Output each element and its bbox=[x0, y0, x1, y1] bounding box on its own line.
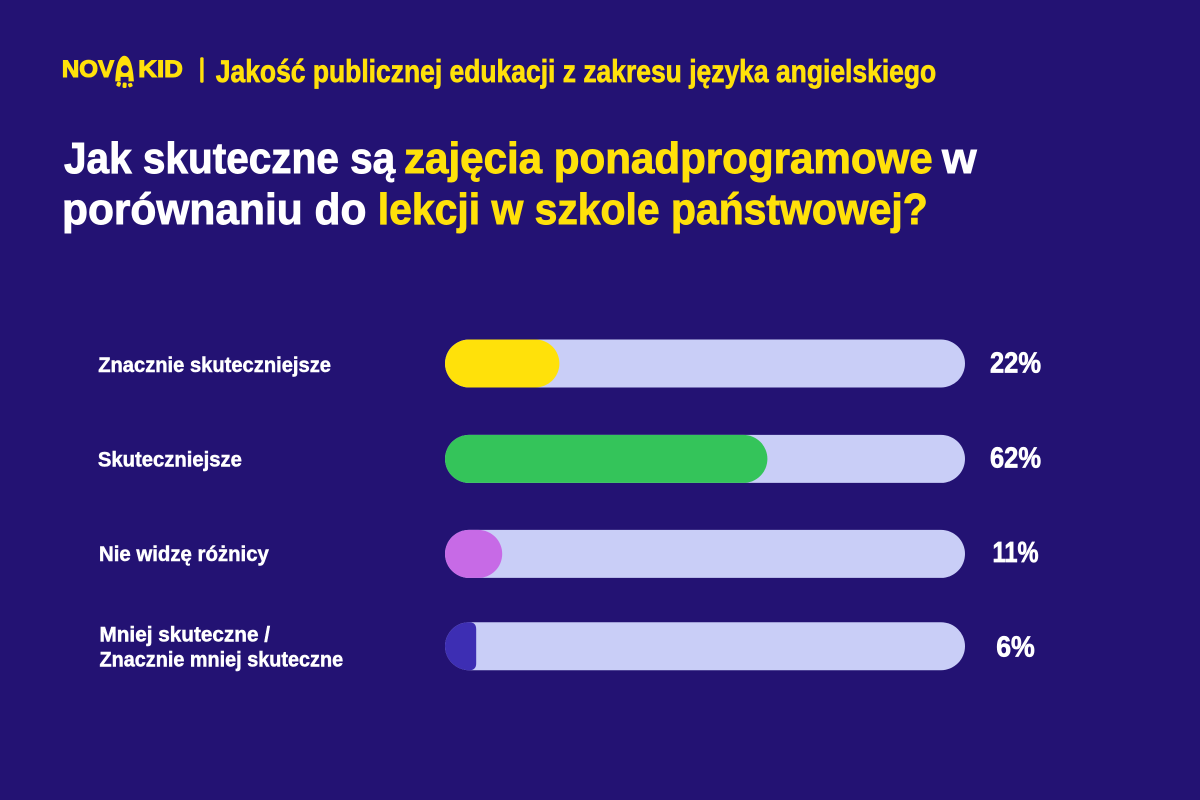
svg-text:porównaniu do: porównaniu do bbox=[62, 185, 366, 234]
svg-text:NOV: NOV bbox=[62, 56, 114, 83]
svg-text:6%: 6% bbox=[996, 631, 1035, 663]
svg-text:Znacznie skuteczniejsze: Znacznie skuteczniejsze bbox=[98, 353, 331, 377]
svg-text:Jak skuteczne są: Jak skuteczne są bbox=[64, 134, 396, 183]
svg-text:Skuteczniejsze: Skuteczniejsze bbox=[98, 448, 242, 472]
svg-text:Jakość publicznej edukacji z z: Jakość publicznej edukacji z zakresu jęz… bbox=[216, 53, 936, 89]
svg-text:w: w bbox=[941, 134, 978, 183]
svg-text:Nie widzę różnicy: Nie widzę różnicy bbox=[99, 542, 269, 566]
svg-text:Znacznie mniej skuteczne: Znacznie mniej skuteczne bbox=[100, 647, 344, 671]
svg-text:62%: 62% bbox=[990, 442, 1041, 474]
svg-text:KID: KID bbox=[138, 56, 183, 83]
svg-text:lekcji w szkole państwowej?: lekcji w szkole państwowej? bbox=[378, 185, 928, 234]
svg-text:zajęcia ponadprogramowe: zajęcia ponadprogramowe bbox=[404, 134, 933, 183]
svg-text:11%: 11% bbox=[993, 537, 1039, 569]
svg-text:22%: 22% bbox=[990, 347, 1041, 379]
svg-text:Mniej skuteczne /: Mniej skuteczne / bbox=[100, 623, 271, 647]
